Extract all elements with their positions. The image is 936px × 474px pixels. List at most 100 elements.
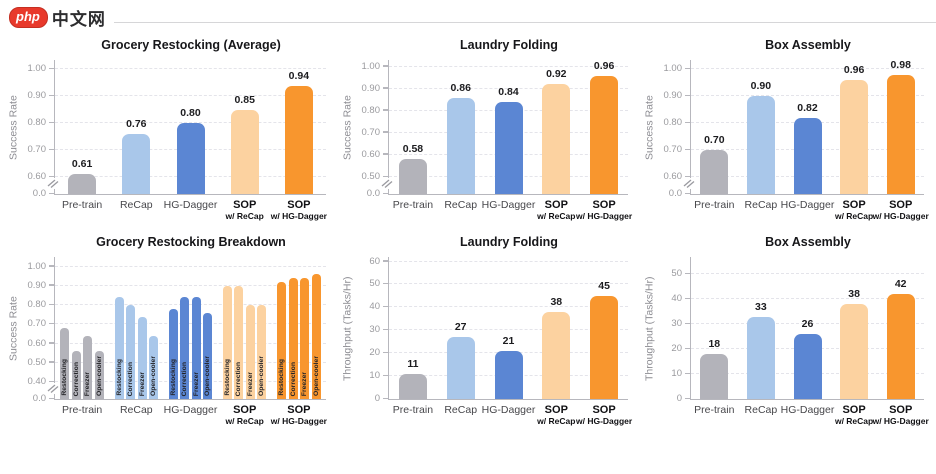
y-tick-label: 0.90 <box>27 90 47 102</box>
bar-sop-w-recap <box>542 312 571 399</box>
bar-task-label: Restocking <box>61 359 69 396</box>
bar-value-label: 0.92 <box>546 68 567 81</box>
y-tick-mark <box>685 175 690 177</box>
y-axis-ticks: 0.0 0.50 0.60 0.70 0.80 0.90 1.00 <box>355 60 388 199</box>
y-tick-label: 0.50 <box>361 171 381 182</box>
x-category-label-pre-train: Pre-train <box>392 199 434 211</box>
y-tick-label: 40 <box>369 301 380 313</box>
bar-pre-train-restocking <box>60 328 70 399</box>
bar-hg-dagger-freezer <box>191 297 201 399</box>
bar-value-label: 0.84 <box>498 85 519 98</box>
y-tick-label: 0.60 <box>27 337 47 349</box>
y-tick-label: 0.0 <box>32 188 46 199</box>
chart-title: Grocery Restocking Breakdown <box>96 235 286 249</box>
y-tick-label: 0.60 <box>27 171 47 182</box>
y-tick-label: 50 <box>369 278 380 290</box>
bar-sop-w-recap <box>542 84 571 194</box>
x-category-label-sop-w-hg-dagger: SOP w/ HG-Dagger <box>575 404 633 426</box>
gridline <box>691 298 924 300</box>
gridline <box>55 323 326 325</box>
x-category-label-hg-dagger: HG-Dagger <box>163 404 218 416</box>
gridline <box>389 283 628 285</box>
y-tick-mark <box>49 322 54 325</box>
bar-hg-dagger-restocking <box>168 308 178 399</box>
x-category-label-hg-dagger: HG-Dagger <box>780 199 835 211</box>
chart-grocery-restocking-average: Grocery Restocking (Average) Success Rat… <box>6 33 340 230</box>
x-category-label-hg-dagger: HG-Dagger <box>481 199 536 211</box>
y-tick-mark <box>383 131 388 133</box>
y-tick-mark <box>49 175 54 177</box>
bar-pre-train <box>700 150 729 194</box>
y-axis-ticks: 0.0 0.60 0.70 0.80 0.90 1.00 <box>657 60 690 199</box>
y-axis-ticks: 0 10 20 30 40 50 <box>657 257 690 404</box>
y-axis-label: Success Rate <box>7 296 20 361</box>
y-tick-mark <box>685 94 690 97</box>
y-tick-label: 20 <box>369 347 380 359</box>
y-tick-label: 0.70 <box>27 144 47 156</box>
y-tick-mark <box>685 347 690 350</box>
x-axis-labels: Pre-train ReCap HG-Dagger SOP w/ ReCap SOP w/ … <box>55 400 327 435</box>
y-tick-mark <box>383 109 388 111</box>
bar-value-label: 0.70 <box>704 134 725 147</box>
bar-sop-w-recap <box>840 80 869 194</box>
chart-title: Box Assembly <box>765 38 851 52</box>
bar-pre-train <box>700 354 729 399</box>
plot-area: Restocking Correction Freezer Open-cooler Re… <box>47 257 326 400</box>
x-category-label-hg-dagger: HG-Dagger <box>780 404 835 416</box>
gridline <box>389 329 628 331</box>
charts-grid: Grocery Restocking (Average) Success Rat… <box>0 33 936 435</box>
axis-break-icon <box>683 178 696 189</box>
chart-box-assembly-throughput: Box Assembly Throughput (Tasks/Hr) 0 10 20… <box>642 230 936 435</box>
x-category-label-sop-w-recap: SOP w/ ReCap <box>834 404 874 426</box>
bar-task-label: Open-cooler <box>95 355 103 396</box>
y-tick-mark <box>383 260 388 262</box>
chart-title: Laundry Folding <box>460 235 558 249</box>
x-category-label-hg-dagger: HG-Dagger <box>481 404 536 416</box>
y-tick-mark <box>383 282 388 285</box>
gridline <box>389 260 628 262</box>
y-tick-mark <box>685 121 690 124</box>
bar-sop-w-recap <box>230 109 259 194</box>
y-tick-mark <box>383 192 388 194</box>
y-tick-label: 50 <box>671 268 682 280</box>
x-category-label-sop-w-hg-dagger: SOP w/ HG-Dagger <box>872 404 929 426</box>
y-axis-label: Throughput (Tasks/Hr) <box>341 276 354 381</box>
bar-sop-w-recap-restocking <box>222 285 232 399</box>
x-category-label-pre-train: Pre-train <box>61 199 103 211</box>
bar-hg-dagger <box>494 101 523 194</box>
y-tick-label: 0.0 <box>366 188 380 199</box>
bar-value-label: 33 <box>755 300 767 313</box>
y-tick-label: 0.80 <box>27 117 47 129</box>
site-logo-text: 中文网 <box>51 9 106 29</box>
y-tick-label: 0.0 <box>668 188 682 199</box>
y-tick-label: 20 <box>671 343 682 355</box>
gridline <box>691 95 924 97</box>
y-tick-mark <box>49 265 54 267</box>
plot-area: 18 33 26 38 42 <box>690 257 924 400</box>
bar-value-label: 42 <box>894 278 907 291</box>
y-tick-label: 1.00 <box>663 63 683 75</box>
y-tick-label: 30 <box>369 324 380 336</box>
bar-task-label: Open-cooler <box>204 355 212 396</box>
y-axis-label: Success Rate <box>341 95 354 160</box>
y-tick-label: 1.00 <box>361 60 381 72</box>
y-tick-label: 0.40 <box>27 376 47 387</box>
y-tick-label: 0.80 <box>27 299 47 311</box>
x-axis-labels: Pre-train ReCap HG-Dagger SOP w/ ReCap SOP w/ … <box>691 195 929 230</box>
bar-sop-w-recap <box>840 304 869 399</box>
bar-value-label: 0.85 <box>234 93 255 106</box>
bar-task-label: Open-cooler <box>150 355 158 396</box>
plot-area: 0.70 0.90 0.82 0.96 0.98 <box>683 59 924 195</box>
y-tick-mark <box>383 328 388 331</box>
x-category-label-pre-train: Pre-train <box>61 404 103 416</box>
y-tick-mark <box>383 65 388 67</box>
y-tick-mark <box>49 380 54 382</box>
bar-task-label: Restocking <box>115 359 123 396</box>
bar-task-label: Open-cooler <box>312 355 320 396</box>
gridline <box>55 265 326 267</box>
site-logo[interactable]: php 中文网 <box>9 5 106 30</box>
gridline <box>55 95 326 97</box>
x-category-label-sop-w-hg-dagger: SOP w/ HG-Dagger <box>575 199 633 221</box>
y-tick-mark <box>49 397 54 399</box>
